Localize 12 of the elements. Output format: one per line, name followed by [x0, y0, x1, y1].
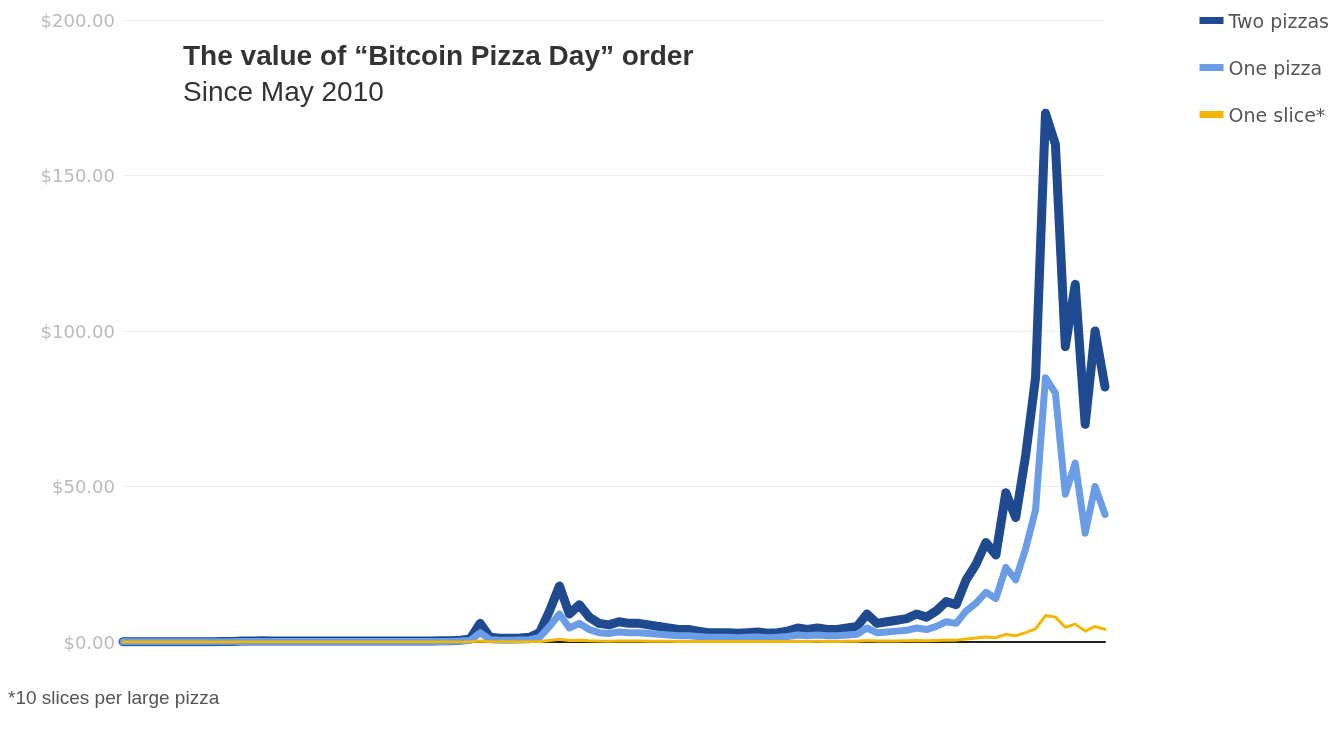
text: The value of “Bitcoin Pizza Day” order [183, 39, 694, 71]
y-tick-label: $50.00 [52, 476, 115, 497]
legend-label: One pizza [1228, 56, 1323, 79]
text: Since May 2010 [183, 75, 384, 107]
line-series [121, 614, 1107, 644]
legend-label: One slice* [1228, 103, 1326, 126]
legend-label: Two pizzas [1227, 9, 1330, 32]
y-tick-label: $200.00 [40, 9, 115, 31]
y-tick-label: $100.00 [40, 320, 115, 342]
y-tick-label: $0.00 [63, 631, 115, 653]
text: *10 slices per large pizza [8, 686, 220, 710]
y-tick-label: $150.00 [40, 165, 115, 186]
